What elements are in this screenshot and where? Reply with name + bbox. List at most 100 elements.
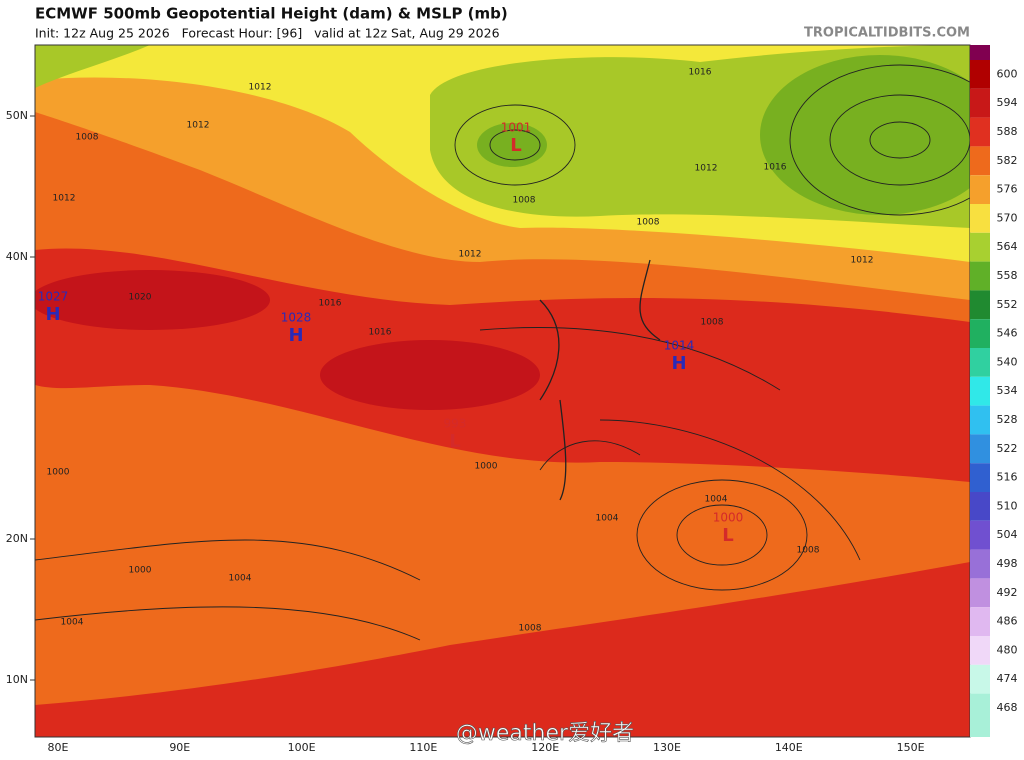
contour-label: 1004 <box>596 514 619 524</box>
center-pressure: 1000 <box>713 511 744 525</box>
colorbar-label: 534 <box>997 384 1018 397</box>
contour-label: 1000 <box>47 468 70 478</box>
colorbar-label: 522 <box>997 442 1018 455</box>
colorbar-label: 510 <box>997 499 1018 512</box>
contour-label: 1016 <box>689 68 712 78</box>
contour-label: 1020 <box>129 293 152 303</box>
lat-label: 50N <box>6 109 28 122</box>
contour-label: 1012 <box>187 121 210 131</box>
lon-label: 140E <box>775 741 803 754</box>
colorbar-band <box>970 204 990 233</box>
lon-label: 110E <box>409 741 437 754</box>
watermark: @weather爱好者 <box>456 721 634 746</box>
colorbar-band <box>970 175 990 204</box>
colorbar-band <box>970 348 990 377</box>
colorbar-band <box>970 520 990 550</box>
colorbar-band <box>970 319 990 348</box>
colorbar-band <box>970 117 990 147</box>
contour-label: 1012 <box>53 194 76 204</box>
lat-label: 10N <box>6 673 28 686</box>
colorbar-label: 570 <box>997 211 1018 224</box>
axis-labels: 50N 40N 20N 10N 80E 90E 100E 110E 120E 130E 140E 15… <box>6 109 925 754</box>
colorbar-label: 516 <box>997 471 1018 484</box>
colorbar-band <box>970 434 990 464</box>
colorbar-label: 564 <box>997 240 1018 253</box>
colorbar-label: 486 <box>997 615 1018 628</box>
center-letter: H <box>288 325 303 346</box>
contour-label: 1012 <box>459 250 482 260</box>
contour-label: 1000 <box>475 462 498 472</box>
colorbar-label: 576 <box>997 183 1018 196</box>
colorbar-band <box>970 607 990 636</box>
center-letter: L <box>722 525 733 546</box>
contour-label: 1012 <box>851 256 874 266</box>
lat-label: 20N <box>6 532 28 545</box>
contour-label: 1016 <box>369 328 392 338</box>
colorbar-label: 546 <box>997 327 1018 340</box>
colorbar-band <box>970 405 990 435</box>
lat-label: 40N <box>6 250 28 263</box>
center-pressure: 1027 <box>38 290 69 304</box>
colorbar-label: 582 <box>997 154 1018 167</box>
colorbar-band <box>970 463 990 492</box>
center-letter: H <box>671 353 686 374</box>
contour-label: 1012 <box>695 164 718 174</box>
lon-label: 120E <box>531 741 559 754</box>
center-letter: L <box>510 135 521 156</box>
center-pressure: 993 <box>444 417 467 431</box>
colorbar-band <box>970 88 990 118</box>
colorbar-label: 480 <box>997 643 1018 656</box>
title: ECMWF 500mb Geopotential Height (dam) & … <box>35 5 508 23</box>
contour-labels: 1012 1008 1012 1016 1008 1016 1012 1012 1020 1016… <box>47 68 874 634</box>
contour-label: 1004 <box>61 618 84 628</box>
colorbar-band <box>970 549 990 579</box>
center-pressure: 1014 <box>664 339 695 353</box>
colorbar-label: 600 <box>997 67 1018 80</box>
colorbar-band <box>970 261 990 291</box>
colorbar-band <box>970 693 990 737</box>
colorbar: 600 594 588 582 576 570 564 558 552 546 540 534 528 5… <box>970 45 1018 737</box>
contour-label: 1004 <box>229 574 252 584</box>
colorbar-band <box>970 290 990 320</box>
colorbar-label: 558 <box>997 269 1018 282</box>
center-pressure: 1028 <box>281 311 312 325</box>
contour-label: 1008 <box>513 196 536 206</box>
contour-label: 1008 <box>519 624 542 634</box>
colorbar-label: 474 <box>997 672 1018 685</box>
lon-label: 90E <box>169 741 190 754</box>
lon-label: 130E <box>653 741 681 754</box>
colorbar-band <box>970 60 990 89</box>
contour-label: 1008 <box>637 218 660 228</box>
subtitle: Init: 12z Aug 25 2026 Forecast Hour: [96… <box>35 26 500 41</box>
colorbar-label: 528 <box>997 413 1018 426</box>
colorbar-band <box>970 578 990 608</box>
contour-label: 1012 <box>249 83 272 93</box>
colorbar-label: 492 <box>997 586 1018 599</box>
center-letter: L <box>449 431 460 452</box>
lon-label: 100E <box>288 741 316 754</box>
map <box>34 44 971 738</box>
contour-label: 1004 <box>705 495 728 505</box>
colorbar-label: 498 <box>997 557 1018 570</box>
lon-label: 150E <box>897 741 925 754</box>
credit: TROPICALTIDBITS.COM <box>804 26 970 41</box>
lon-label: 80E <box>48 741 69 754</box>
colorbar-label: 552 <box>997 298 1018 311</box>
colorbar-band <box>970 376 990 406</box>
center-letter: H <box>45 304 60 325</box>
contour-label: 1016 <box>319 299 342 309</box>
colorbar-band <box>970 492 990 521</box>
colorbar-label: 540 <box>997 355 1018 368</box>
contour-label: 1016 <box>764 163 787 173</box>
colorbar-label: 468 <box>997 701 1018 714</box>
colorbar-band <box>970 45 990 60</box>
colorbar-label: 504 <box>997 528 1018 541</box>
contour-label: 1000 <box>129 566 152 576</box>
center-pressure: 1001 <box>501 121 532 135</box>
colorbar-band <box>970 664 990 694</box>
colorbar-label: 594 <box>997 96 1018 109</box>
contour-label: 1008 <box>797 546 820 556</box>
colorbar-label: 588 <box>997 125 1018 138</box>
